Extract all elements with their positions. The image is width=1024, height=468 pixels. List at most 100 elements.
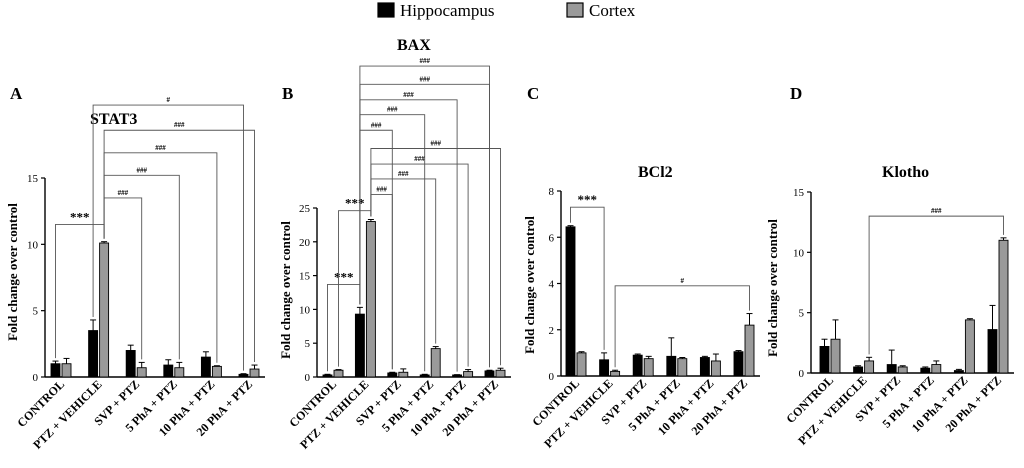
bar-cortex-5	[211, 365, 222, 378]
y-axis-label: Fold change over control	[5, 203, 20, 341]
y-tick-label: 8	[549, 186, 555, 198]
bar-cortex-4	[677, 358, 688, 377]
bar-cortex-5	[964, 319, 975, 374]
significance-label: ###	[419, 75, 430, 83]
bar-hippocampus-5	[452, 374, 463, 378]
y-tick-label: 5	[799, 308, 805, 320]
bar-cortex-5	[463, 371, 474, 378]
legend-label-cortex: Cortex	[589, 1, 636, 20]
bar-cortex-2	[610, 370, 621, 377]
y-tick-label: 5	[305, 338, 311, 350]
significance-bracket	[614, 285, 750, 368]
x-tick-label: PTZ + VEHICLE	[30, 377, 104, 451]
chart-title: STAT3	[90, 111, 137, 128]
significance-label: ###	[414, 155, 425, 163]
bar-hippocampus-6	[238, 373, 249, 378]
bar-hippocampus-6	[484, 370, 495, 378]
y-tick-label: 20	[299, 237, 311, 249]
significance-label: ###	[403, 91, 414, 99]
bar-cortex-6	[998, 239, 1009, 374]
significance-label: ###	[931, 207, 942, 215]
y-axis-label: Fold change over control	[278, 221, 293, 359]
significance-label: ###	[430, 140, 441, 148]
significance-label: ###	[398, 170, 409, 178]
y-tick-label: 25	[299, 203, 311, 215]
bar-hippocampus-4	[419, 374, 430, 378]
y-tick-label: 5	[33, 306, 39, 318]
significance-bracket	[103, 129, 255, 363]
y-tick-label: 10	[299, 304, 311, 316]
bar-hippocampus-6	[987, 329, 998, 374]
bar-hippocampus-1	[322, 374, 333, 378]
y-tick-label: 0	[305, 372, 311, 384]
significance-label: ***	[334, 269, 354, 284]
y-tick-label: 2	[549, 325, 555, 337]
bar-hippocampus-2	[354, 313, 365, 378]
bar-cortex-3	[136, 367, 147, 378]
legend-label-hippocampus: Hippocampus	[400, 1, 494, 20]
y-tick-label: 15	[27, 173, 39, 185]
bar-cortex-6	[744, 324, 755, 377]
significance-label: ###	[174, 121, 185, 129]
bar-cortex-4	[174, 367, 185, 378]
bar-cortex-1	[830, 338, 841, 374]
y-tick-label: 0	[549, 371, 555, 383]
bar-hippocampus-6	[733, 351, 744, 377]
y-tick-label: 0	[799, 368, 805, 380]
bar-hippocampus-3	[125, 350, 136, 378]
bar-cortex-3	[643, 358, 654, 377]
significance-label: ###	[118, 189, 129, 197]
bar-hippocampus-1	[565, 226, 576, 377]
bar-cortex-6	[249, 368, 260, 378]
significance-bracket	[370, 148, 501, 366]
chart-title: BAX	[397, 37, 431, 54]
y-tick-label: 15	[299, 271, 311, 283]
bar-cortex-6	[495, 369, 506, 378]
significance-bracket	[370, 178, 437, 344]
significance-label: ###	[136, 166, 147, 174]
bar-hippocampus-5	[699, 357, 710, 377]
significance-label: ***	[70, 209, 90, 224]
bar-hippocampus-2	[88, 330, 99, 378]
y-axis-label: Fold change over control	[522, 216, 537, 354]
significance-bracket	[103, 197, 143, 360]
bar-hippocampus-5	[200, 356, 211, 378]
bar-cortex-2	[99, 242, 110, 378]
y-axis-label: Fold change over control	[765, 219, 780, 357]
bar-cortex-1	[576, 352, 587, 377]
significance-label: ###	[419, 57, 430, 65]
significance-bracket	[359, 65, 490, 368]
significance-label: ###	[376, 185, 387, 193]
significance-label: ***	[345, 196, 365, 211]
legend-swatch-cortex	[566, 2, 584, 18]
bar-cortex-4	[931, 364, 942, 374]
bar-hippocampus-1	[50, 363, 61, 378]
bar-cortex-4	[430, 348, 441, 378]
y-tick-label: 6	[549, 232, 555, 244]
y-tick-label: 10	[27, 239, 39, 251]
legend-swatch-hippocampus	[377, 2, 395, 18]
significance-label: ***	[578, 192, 598, 207]
significance-label: ###	[155, 144, 166, 152]
significance-label: ###	[387, 106, 398, 114]
chart-title: BCl2	[638, 164, 673, 181]
chart-title: Klotho	[882, 164, 929, 181]
significance-label: #	[681, 277, 685, 285]
bar-cortex-1	[333, 369, 344, 378]
bar-cortex-3	[398, 371, 409, 378]
bar-hippocampus-2	[599, 359, 610, 377]
significance-bracket	[868, 215, 1004, 355]
panel-letter: D	[790, 84, 802, 103]
panel-letter: A	[10, 84, 23, 103]
bar-hippocampus-4	[163, 364, 174, 378]
y-tick-label: 15	[793, 187, 805, 199]
panel-letter: C	[527, 84, 539, 103]
bar-hippocampus-4	[666, 355, 677, 377]
y-tick-label: 0	[33, 372, 39, 384]
bar-hippocampus-1	[819, 346, 830, 374]
significance-label: #	[167, 96, 171, 104]
